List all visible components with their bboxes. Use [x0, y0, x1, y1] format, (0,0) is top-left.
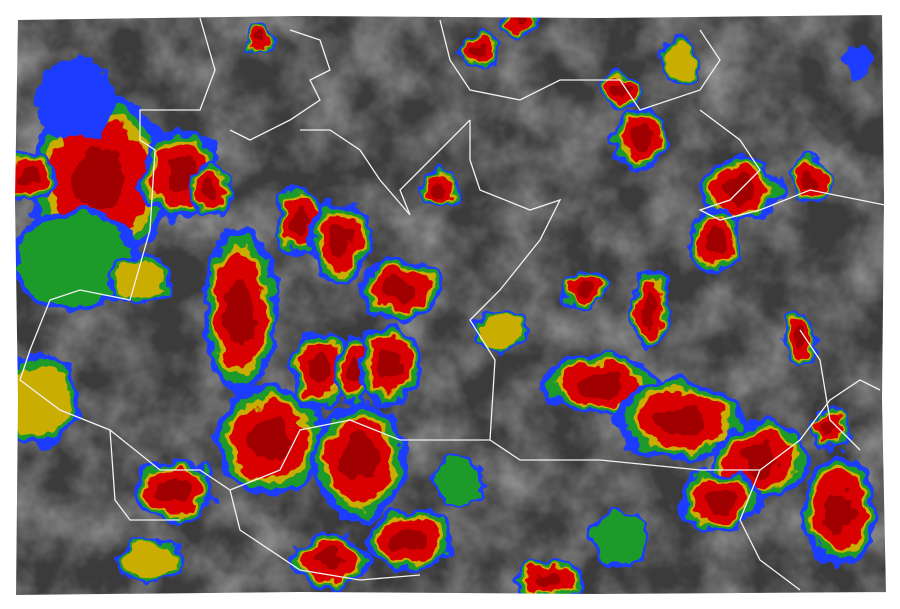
storm-cell: [431, 456, 489, 504]
storm-cell: [189, 161, 231, 219]
storm-cell: [13, 148, 57, 202]
storm-layer: [164, 157, 196, 193]
border-line: [698, 109, 886, 221]
storm-cell: [789, 153, 831, 207]
storm-layer: [822, 422, 838, 438]
border-line: [739, 469, 801, 591]
storm-cell: [616, 379, 744, 461]
storm-layer: [655, 404, 705, 436]
border-line: [229, 29, 331, 141]
storm-cell: [688, 205, 742, 275]
storm-layer: [845, 45, 875, 75]
storm-layer: [513, 16, 527, 28]
storm-layer: [578, 372, 622, 398]
storm-cell: [515, 559, 585, 597]
storm-layer: [159, 477, 191, 503]
storm-layer: [125, 542, 175, 578]
storm-cell: [599, 69, 641, 111]
storm-layer: [34, 59, 116, 141]
torn-edge: [10, 10, 891, 600]
storm-cell: [613, 108, 667, 172]
storm-cell: [471, 309, 529, 351]
storm-layer: [13, 364, 72, 436]
storm-layer: [802, 170, 818, 190]
storm-layer: [290, 206, 310, 234]
storm-layer: [705, 226, 725, 254]
storm-cell: [659, 36, 701, 84]
storm-cell: [679, 468, 761, 532]
storm-layer: [202, 179, 218, 201]
storm-layer: [393, 527, 427, 553]
storm-layer: [477, 314, 523, 346]
storm-layer: [314, 550, 346, 570]
border-line: [109, 429, 180, 521]
storm-cell: [802, 454, 878, 566]
storm-cell: [245, 23, 275, 53]
storm-layer: [249, 419, 291, 461]
storm-cell: [13, 209, 141, 311]
storm-cell: [13, 353, 81, 447]
storm-layer: [704, 487, 736, 513]
storm-cell: [845, 45, 875, 75]
storm-layer: [327, 224, 353, 256]
storm-layer: [536, 572, 564, 588]
storm-layer: [432, 182, 448, 198]
storm-cell: [214, 384, 326, 496]
storm-cell: [809, 409, 851, 451]
storm-layer: [17, 215, 133, 305]
storm-layer: [792, 330, 808, 350]
storm-layer: [741, 444, 779, 476]
storm-cell: [366, 508, 454, 572]
storm-cell: [564, 269, 606, 311]
storm-cell: [202, 225, 278, 395]
storm-cell: [459, 29, 501, 71]
storm-cells: [13, 13, 878, 597]
storm-cell: [291, 329, 349, 411]
border-line: [439, 19, 721, 111]
storm-layer: [225, 278, 255, 342]
storm-layer: [377, 349, 403, 381]
storm-cell: [591, 511, 649, 569]
storm-cell: [108, 253, 172, 307]
storm-layer: [630, 127, 650, 153]
storm-layer: [254, 32, 266, 44]
storm-cell: [710, 419, 810, 501]
border-line: [19, 17, 562, 491]
storm-layer: [577, 282, 593, 298]
storm-cell: [358, 324, 422, 406]
storm-cell: [359, 258, 441, 322]
storm-cell: [134, 458, 216, 522]
storm-layer: [664, 42, 696, 78]
storm-cell: [313, 399, 407, 521]
storm-layer: [594, 514, 646, 566]
storm-layer: [20, 165, 40, 185]
borders: [19, 17, 886, 591]
storm-cell: [289, 533, 371, 587]
storm-layer: [472, 42, 488, 58]
storm-layer: [342, 436, 378, 484]
storm-cell: [118, 536, 182, 584]
storm-layer: [825, 489, 855, 531]
border-line: [300, 119, 471, 216]
storm-layer: [434, 459, 486, 501]
storm-cell: [139, 128, 221, 222]
storm-layer: [72, 148, 128, 212]
storm-cell: [779, 313, 821, 367]
storm-cell: [34, 59, 116, 141]
storm-cell: [629, 269, 671, 351]
storm-cell: [419, 169, 461, 211]
storm-cell: [308, 199, 372, 281]
storm-layer: [115, 259, 165, 301]
storm-layer: [612, 82, 628, 98]
border-line: [229, 489, 421, 581]
storm-layer: [384, 277, 416, 303]
storm-layer: [309, 354, 331, 386]
border-line: [799, 329, 861, 451]
storm-layer: [642, 294, 658, 326]
